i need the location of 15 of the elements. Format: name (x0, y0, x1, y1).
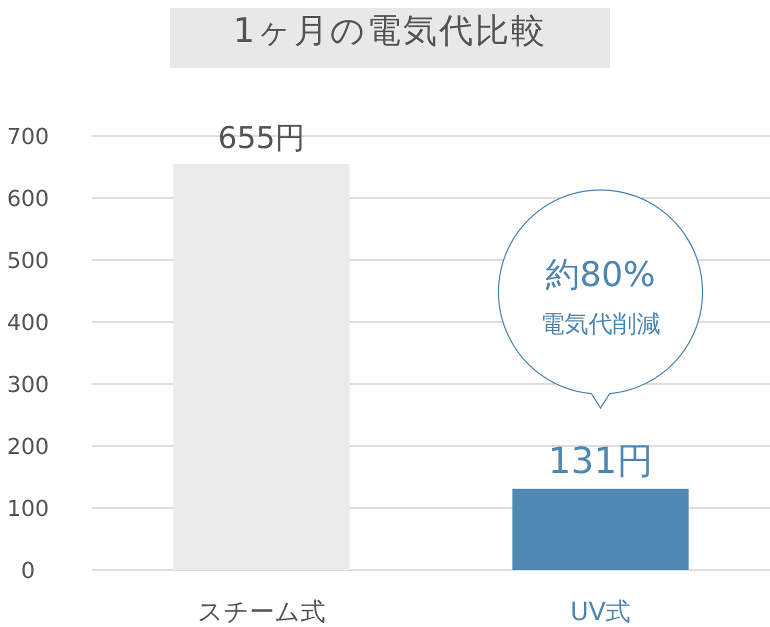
y-tick-label: 100 (7, 497, 49, 522)
x-tick-label: UV式 (570, 597, 631, 626)
y-tick-label: 400 (7, 311, 49, 336)
y-tick-label: 0 (21, 559, 35, 584)
data-label: 131円 (548, 440, 653, 482)
y-tick-label: 300 (7, 373, 49, 398)
chart-title: 1ヶ月の電気代比較 (233, 11, 547, 51)
x-tick-label: スチーム式 (198, 597, 326, 626)
data-label: 655円 (218, 120, 306, 156)
y-tick-label: 200 (7, 435, 49, 460)
y-tick-label: 600 (7, 187, 49, 212)
annotation: 約80% (546, 255, 656, 295)
annotation: 電気代削減 (540, 310, 660, 338)
y-tick-label: 700 (7, 125, 49, 150)
y-tick-label: 500 (7, 249, 49, 274)
